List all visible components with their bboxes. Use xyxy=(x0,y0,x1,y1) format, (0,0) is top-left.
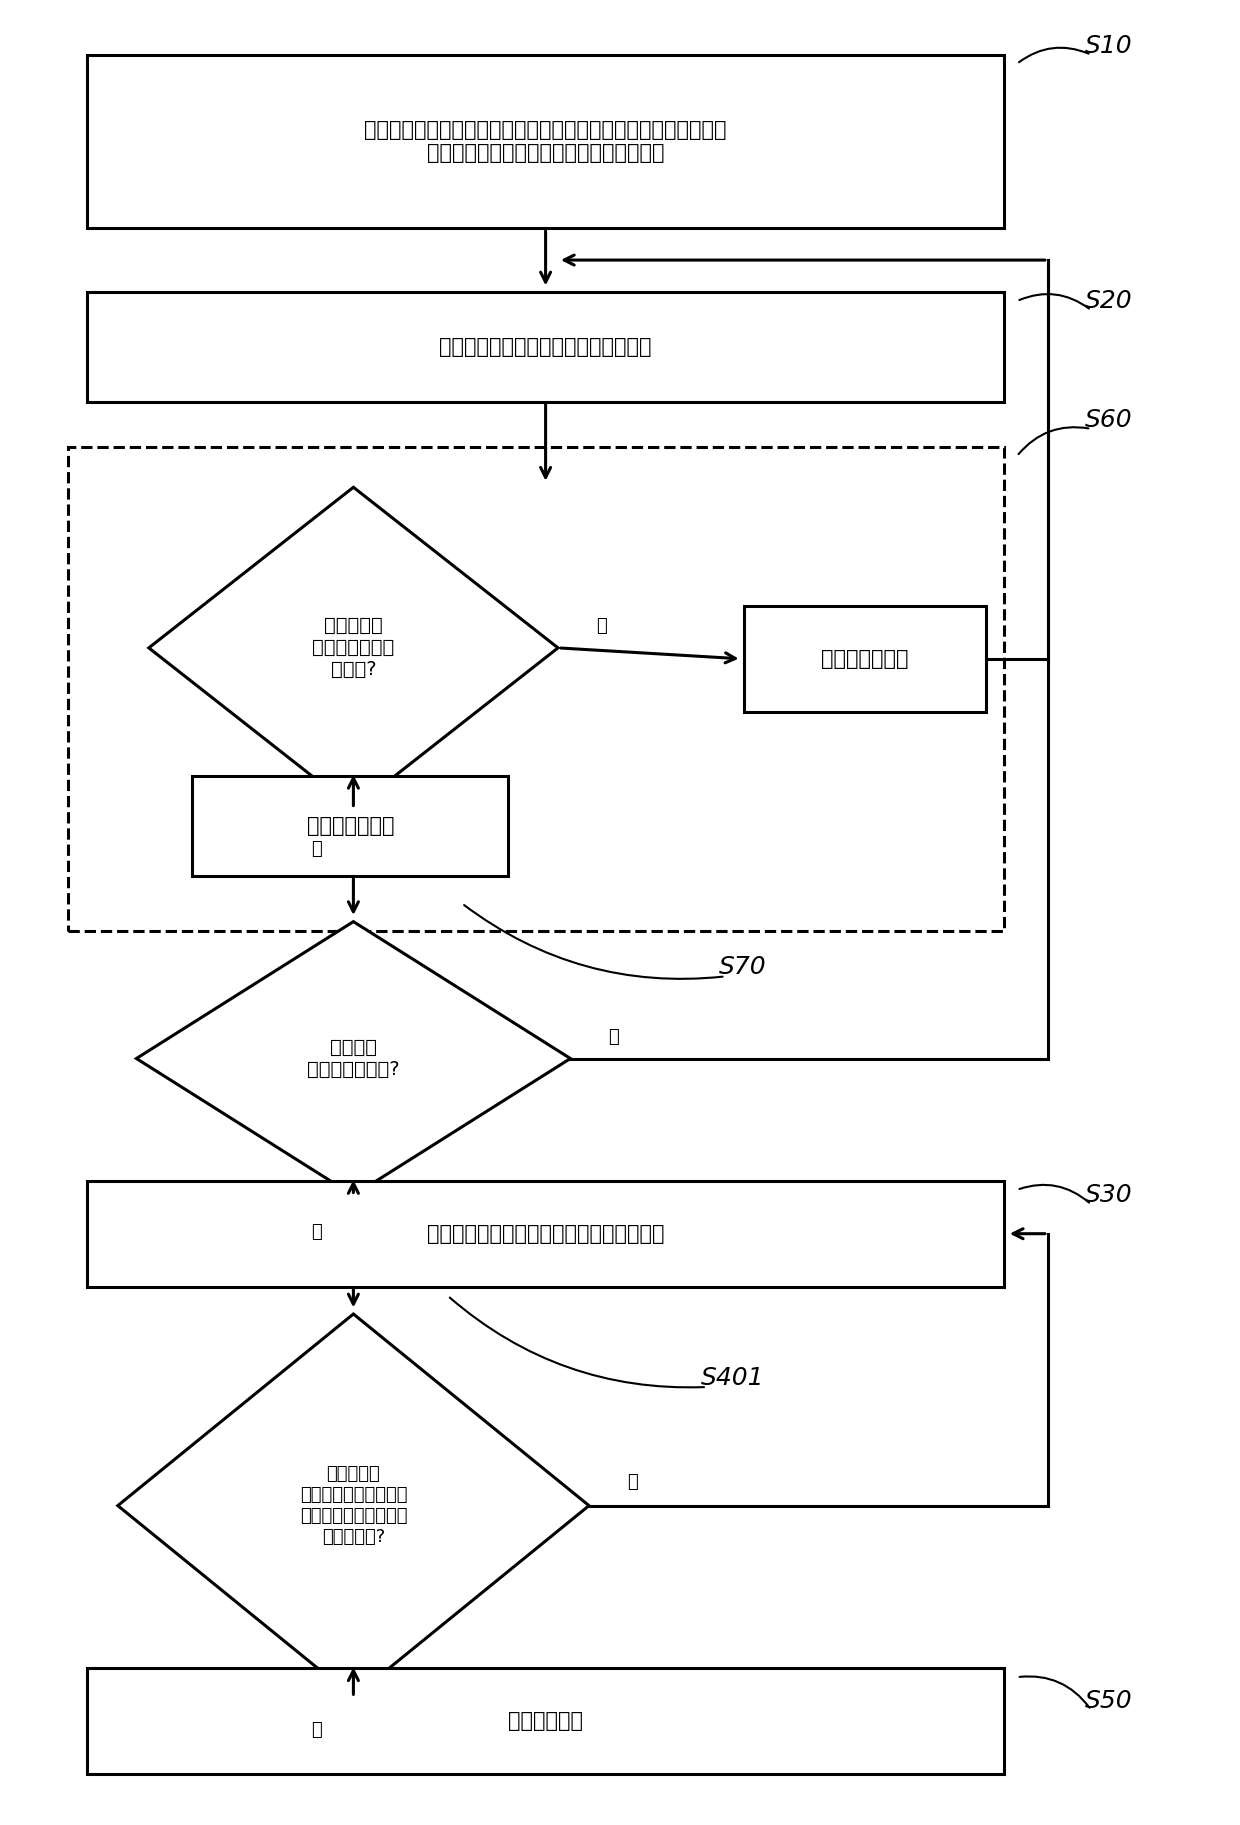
Text: S401: S401 xyxy=(701,1365,764,1391)
Text: 计时时间
是否大于设定值?: 计时时间 是否大于设定值? xyxy=(308,1038,399,1079)
FancyBboxPatch shape xyxy=(87,1181,1004,1287)
Text: 清零时间继电器: 清零时间继电器 xyxy=(821,650,909,668)
Polygon shape xyxy=(149,487,558,808)
FancyBboxPatch shape xyxy=(744,606,986,712)
FancyBboxPatch shape xyxy=(87,292,1004,402)
Text: 根据三相电流值确定三相负荷不平衡度: 根据三相电流值确定三相负荷不平衡度 xyxy=(439,338,652,356)
Text: 完成负载转移: 完成负载转移 xyxy=(508,1712,583,1730)
Text: S60: S60 xyxy=(1085,407,1132,433)
Text: 采集配电变压器的低压出口侧线路三相电压值和三相电流值；通过
无线通信汇集台区各换相开关的参数及状态: 采集配电变压器的低压出口侧线路三相电压值和三相电流值；通过 无线通信汇集台区各换… xyxy=(365,120,727,162)
Text: 是: 是 xyxy=(311,840,321,858)
Text: 是: 是 xyxy=(311,1721,321,1739)
FancyBboxPatch shape xyxy=(68,447,1004,931)
Text: 否: 否 xyxy=(627,1473,637,1491)
Text: 三相负荷不
平衡度是否大于
设定值?: 三相负荷不 平衡度是否大于 设定值? xyxy=(312,617,394,679)
Text: 负载转移后
的三相负荷不平衡度是
否小于所确定的三相负
荷不平衡度?: 负载转移后 的三相负荷不平衡度是 否小于所确定的三相负 荷不平衡度? xyxy=(300,1465,407,1546)
Text: S50: S50 xyxy=(1085,1688,1132,1714)
FancyBboxPatch shape xyxy=(87,55,1004,228)
FancyBboxPatch shape xyxy=(87,1668,1004,1774)
Text: S10: S10 xyxy=(1085,33,1132,58)
Text: 否: 否 xyxy=(596,617,606,635)
Text: S20: S20 xyxy=(1085,288,1132,314)
Text: 否: 否 xyxy=(609,1027,619,1046)
Polygon shape xyxy=(118,1314,589,1697)
Text: 启动时间继电器: 启动时间继电器 xyxy=(306,816,394,836)
Text: 是: 是 xyxy=(311,1223,321,1241)
Polygon shape xyxy=(136,922,570,1195)
FancyBboxPatch shape xyxy=(192,776,508,876)
Text: S70: S70 xyxy=(719,954,766,980)
Text: 查找需要切换的等零低压负荷自动换相开关: 查找需要切换的等零低压负荷自动换相开关 xyxy=(427,1225,665,1243)
Text: S30: S30 xyxy=(1085,1183,1132,1208)
